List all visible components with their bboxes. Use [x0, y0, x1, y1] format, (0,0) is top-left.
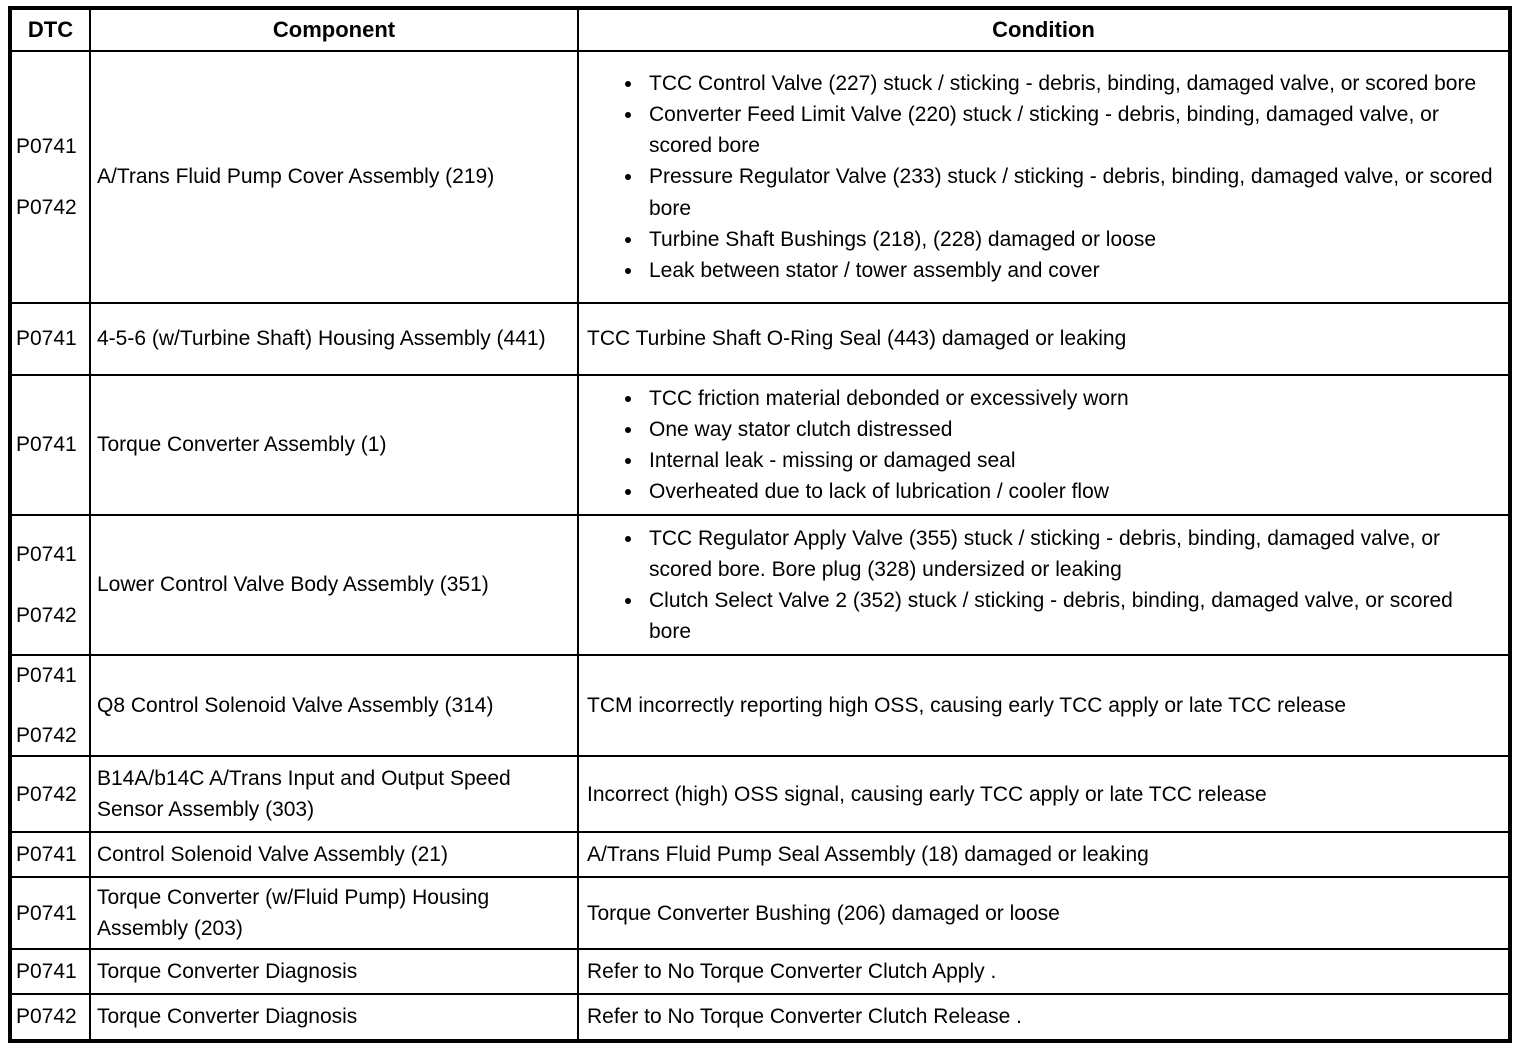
header-condition: Condition: [577, 7, 1511, 52]
dtc-cell: P0741 P0742: [9, 653, 91, 758]
condition-cell: TCM incorrectly reporting high OSS, caus…: [577, 653, 1511, 758]
condition-bullet-item: Leak between stator / tower assembly and…: [644, 255, 1500, 286]
table-row: P0741 4-5-6 (w/Turbine Shaft) Housing Ass…: [9, 302, 1511, 376]
table-row: P0741 P0742 Q8 Control Solenoid Valve Asse…: [9, 653, 1511, 758]
condition-cell: Torque Converter Bushing (206) damaged o…: [577, 876, 1511, 951]
condition-text: TCM incorrectly reporting high OSS, caus…: [587, 694, 1347, 718]
dtc-cell: P0741: [9, 876, 91, 951]
dtc-code: P0741: [16, 901, 77, 925]
table-row: P0741 Torque Converter (w/Fluid Pump) Hou…: [9, 876, 1511, 951]
table-body: P0741 P0742 A/Trans Fluid Pump Cover Assem…: [9, 50, 1511, 1042]
dtc-code: P0741: [16, 664, 77, 687]
table-row: P0741 Torque Converter Assembly (1) TCC fr…: [9, 374, 1511, 516]
dtc-code: P0742: [16, 724, 77, 748]
table-header-row: DTC Component Condition: [9, 7, 1511, 52]
condition-cell: TCC Turbine Shaft O-Ring Seal (443) dama…: [577, 302, 1511, 376]
component-cell: Torque Converter Diagnosis: [89, 993, 579, 1042]
condition-bullet-item: One way stator clutch distressed: [644, 414, 1500, 445]
dtc-code: P0741: [16, 135, 77, 159]
condition-bullet-item: Converter Feed Limit Valve (220) stuck /…: [644, 99, 1500, 161]
table-row: P0741 Control Solenoid Valve Assembly (21…: [9, 831, 1511, 879]
condition-text: Refer to No Torque Converter Clutch Appl…: [587, 960, 997, 984]
condition-cell: Incorrect (high) OSS signal, causing ear…: [577, 755, 1511, 834]
table-row: P0741 Torque Converter Diagnosis Refer to …: [9, 948, 1511, 996]
condition-cell: A/Trans Fluid Pump Seal Assembly (18) da…: [577, 831, 1511, 879]
dtc-cell: P0741: [9, 374, 91, 516]
dtc-code: P0742: [16, 782, 77, 806]
table-row: P0742 B14A/b14C A/Trans Input and Output …: [9, 755, 1511, 834]
table-row: P0742 Torque Converter Diagnosis Refer to …: [9, 993, 1511, 1042]
condition-bullet-item: Turbine Shaft Bushings (218), (228) dama…: [644, 224, 1500, 255]
table-row: P0741 P0742 A/Trans Fluid Pump Cover Assem…: [9, 50, 1511, 304]
condition-bullet-item: Clutch Select Valve 2 (352) stuck / stic…: [644, 585, 1500, 647]
condition-bullet-item: Pressure Regulator Valve (233) stuck / s…: [644, 161, 1500, 223]
dtc-code: P0741: [16, 843, 77, 867]
dtc-cell: P0741 P0742: [9, 50, 91, 304]
component-cell: Lower Control Valve Body Assembly (351): [89, 514, 579, 656]
condition-cell: TCC Control Valve (227) stuck / sticking…: [577, 50, 1511, 304]
condition-bullet-item: TCC Regulator Apply Valve (355) stuck / …: [644, 523, 1500, 585]
dtc-condition-table: DTC Component Condition P0741 P0742 A/Tran…: [8, 6, 1512, 1043]
dtc-cell: P0741: [9, 948, 91, 996]
component-cell: 4-5-6 (w/Turbine Shaft) Housing Assembly…: [89, 302, 579, 376]
condition-text: TCC Turbine Shaft O-Ring Seal (443) dama…: [587, 327, 1127, 351]
condition-cell: TCC Regulator Apply Valve (355) stuck / …: [577, 514, 1511, 656]
dtc-code: P0742: [16, 603, 77, 627]
header-component: Component: [89, 7, 579, 52]
dtc-code: P0741: [16, 543, 77, 567]
condition-text: A/Trans Fluid Pump Seal Assembly (18) da…: [587, 843, 1149, 867]
condition-bullet-list: TCC Regulator Apply Valve (355) stuck / …: [587, 523, 1500, 647]
condition-bullet-list: TCC Control Valve (227) stuck / sticking…: [587, 68, 1500, 286]
condition-cell: Refer to No Torque Converter Clutch Appl…: [577, 948, 1511, 996]
condition-cell: TCC friction material debonded or excess…: [577, 374, 1511, 516]
dtc-cell: P0742: [9, 993, 91, 1042]
condition-cell: Refer to No Torque Converter Clutch Rele…: [577, 993, 1511, 1042]
condition-text: Refer to No Torque Converter Clutch Rele…: [587, 1005, 1022, 1029]
dtc-code: P0742: [16, 1005, 77, 1029]
dtc-cell: P0741: [9, 831, 91, 879]
component-cell: A/Trans Fluid Pump Cover Assembly (219): [89, 50, 579, 304]
dtc-cell: P0741: [9, 302, 91, 376]
dtc-cell: P0742: [9, 755, 91, 834]
dtc-code: P0741: [16, 433, 77, 457]
condition-bullet-list: TCC friction material debonded or excess…: [587, 383, 1500, 507]
component-cell: Control Solenoid Valve Assembly (21): [89, 831, 579, 879]
component-cell: Q8 Control Solenoid Valve Assembly (314): [89, 653, 579, 758]
condition-bullet-item: Internal leak - missing or damaged seal: [644, 445, 1500, 476]
component-cell: Torque Converter Diagnosis: [89, 948, 579, 996]
dtc-code: P0742: [16, 195, 77, 219]
condition-bullet-item: TCC Control Valve (227) stuck / sticking…: [644, 68, 1500, 99]
dtc-cell: P0741 P0742: [9, 514, 91, 656]
component-cell: B14A/b14C A/Trans Input and Output Speed…: [89, 755, 579, 834]
condition-text: Torque Converter Bushing (206) damaged o…: [587, 901, 1060, 925]
condition-bullet-item: TCC friction material debonded or excess…: [644, 383, 1500, 414]
table-row: P0741 P0742 Lower Control Valve Body Assem…: [9, 514, 1511, 656]
dtc-code: P0741: [16, 327, 77, 351]
condition-text: Incorrect (high) OSS signal, causing ear…: [587, 782, 1267, 806]
header-dtc: DTC: [9, 7, 91, 52]
component-cell: Torque Converter (w/Fluid Pump) Housing …: [89, 876, 579, 951]
dtc-code: P0741: [16, 960, 77, 984]
condition-bullet-item: Overheated due to lack of lubrication / …: [644, 476, 1500, 507]
component-cell: Torque Converter Assembly (1): [89, 374, 579, 516]
